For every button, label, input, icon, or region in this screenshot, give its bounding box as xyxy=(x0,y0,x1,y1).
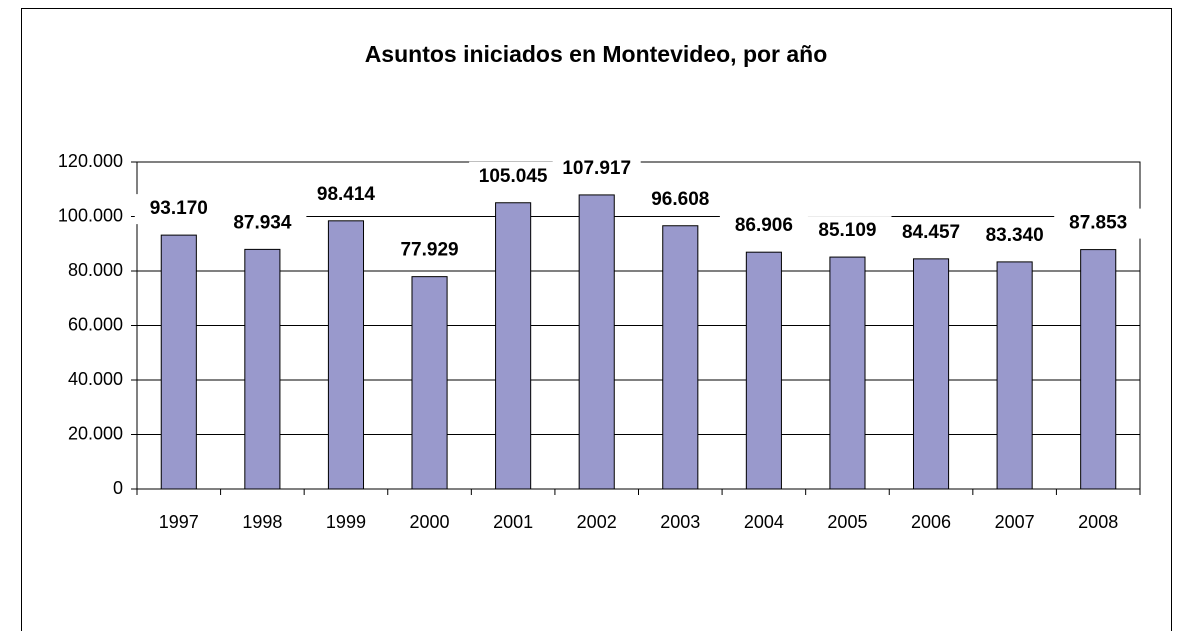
bar xyxy=(411,276,448,490)
value-label-bg xyxy=(385,235,474,266)
value-label-bg xyxy=(970,220,1059,251)
value-label-bg xyxy=(719,211,808,242)
x-tick-label: 1998 xyxy=(242,512,282,532)
value-label-bg xyxy=(1054,208,1143,239)
value-label: 85.109 xyxy=(818,220,876,241)
y-tick-label: 120.000 xyxy=(58,151,123,171)
x-tick-label: 2004 xyxy=(744,512,784,532)
bar xyxy=(578,194,615,490)
bar xyxy=(745,251,782,490)
x-tick-label: 2000 xyxy=(410,512,450,532)
bar xyxy=(996,261,1033,490)
value-label-bg xyxy=(469,161,558,192)
value-label: 77.929 xyxy=(400,240,458,261)
bar xyxy=(1080,249,1117,490)
value-label-bg xyxy=(134,194,223,225)
bar xyxy=(495,202,532,490)
value-label: 105.045 xyxy=(479,166,548,187)
value-label: 96.608 xyxy=(651,189,709,210)
value-label: 84.457 xyxy=(902,222,960,243)
y-tick-label: 80.000 xyxy=(68,260,123,280)
value-label: 83.340 xyxy=(986,225,1044,246)
x-tick-label: 2005 xyxy=(827,512,867,532)
x-tick-label: 2007 xyxy=(995,512,1035,532)
value-label-bg xyxy=(803,216,892,247)
y-tick-label: 60.000 xyxy=(68,314,123,334)
value-label-bg xyxy=(301,179,390,210)
value-label-bg xyxy=(218,208,307,239)
y-tick-label: 40.000 xyxy=(68,369,123,389)
x-tick-label: 2008 xyxy=(1078,512,1118,532)
bar xyxy=(160,234,197,490)
value-label: 86.906 xyxy=(735,215,793,236)
value-label: 87.934 xyxy=(233,212,292,233)
value-label-bg xyxy=(636,184,725,215)
bar xyxy=(327,220,365,490)
value-label: 98.414 xyxy=(317,184,376,205)
y-tick-label: 0 xyxy=(113,478,123,498)
y-tick-label: 100.000 xyxy=(58,205,123,225)
x-tick-label: 1999 xyxy=(326,512,366,532)
value-label: 87.853 xyxy=(1069,213,1127,234)
chart-title: Asuntos iniciados en Montevideo, por año xyxy=(365,41,828,67)
y-tick-label: 20.000 xyxy=(68,423,123,443)
value-label-bg xyxy=(887,217,976,248)
x-tick-label: 1997 xyxy=(159,512,199,532)
bar xyxy=(244,248,281,490)
bar xyxy=(662,225,699,490)
x-tick-label: 2006 xyxy=(911,512,951,532)
x-tick-label: 2002 xyxy=(577,512,617,532)
value-label: 93.170 xyxy=(150,198,208,219)
bar xyxy=(912,258,950,490)
x-tick-label: 2003 xyxy=(660,512,700,532)
bar xyxy=(829,256,866,490)
value-label: 107.917 xyxy=(562,158,631,179)
value-label-bg xyxy=(552,153,641,184)
x-tick-label: 2001 xyxy=(493,512,533,532)
